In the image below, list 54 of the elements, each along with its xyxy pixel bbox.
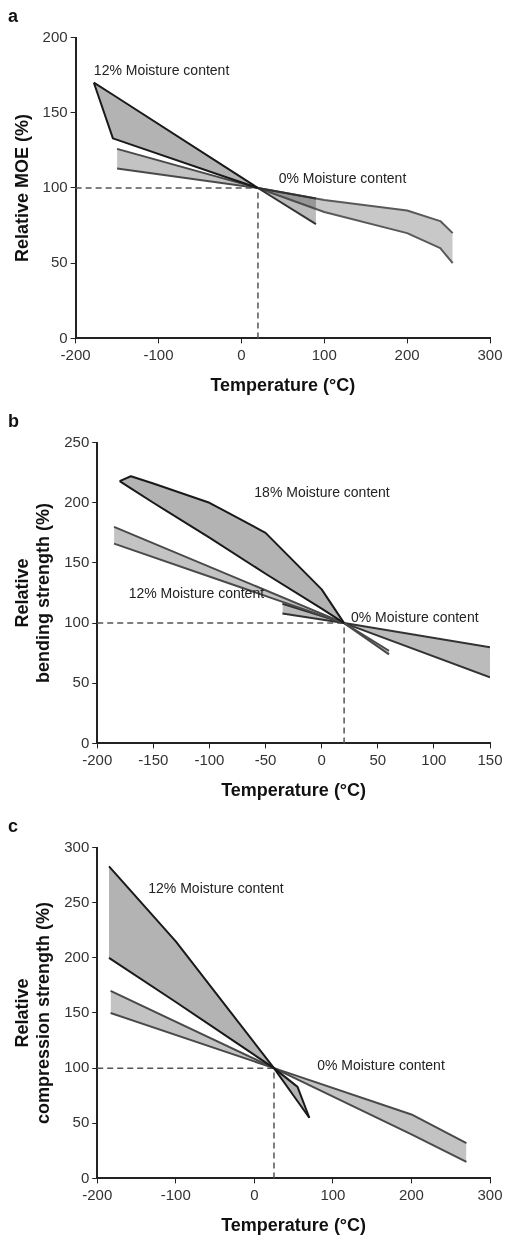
x-tick-label: 0 xyxy=(317,750,326,768)
x-axis-title: Temperature (°C) xyxy=(210,375,356,396)
x-axis-title: Temperature (°C) xyxy=(221,1215,367,1236)
chart-title: b xyxy=(8,410,19,431)
x-tick-label: 200 xyxy=(398,1185,424,1203)
y-tick-label: 100 xyxy=(42,178,68,196)
y-tick-label: 150 xyxy=(64,1003,90,1021)
chart-title: c xyxy=(8,815,19,836)
x-tick-label: 200 xyxy=(394,345,420,363)
x-tick-label: 50 xyxy=(369,750,387,768)
x-tick-label: 100 xyxy=(320,1185,346,1203)
chart-title: a xyxy=(8,5,19,26)
x-tick-label: 0 xyxy=(237,345,246,363)
y-tick-label: 100 xyxy=(64,613,90,631)
annotation: 12% Moisture content xyxy=(148,880,284,897)
y-tick-label: 0 xyxy=(59,328,68,346)
y-tick-label: 0 xyxy=(80,1168,90,1186)
y-tick-label: 50 xyxy=(72,673,90,691)
x-tick-label: 100 xyxy=(311,345,337,363)
annotation: 12% Moisture content xyxy=(128,585,265,602)
x-tick-label: -50 xyxy=(254,750,277,768)
x-axis-title: Temperature (°C) xyxy=(221,780,367,801)
y-tick-label: 250 xyxy=(64,432,90,450)
x-tick-label: 300 xyxy=(477,345,503,363)
y-tick-label: 150 xyxy=(64,553,90,571)
x-tick-label: 300 xyxy=(477,1185,503,1203)
x-tick-label: 100 xyxy=(421,750,447,768)
x-tick-label: -150 xyxy=(138,750,169,768)
x-tick-label: 150 xyxy=(477,750,503,768)
y-tick-label: 150 xyxy=(42,102,68,120)
x-tick-label: -100 xyxy=(194,750,225,768)
x-tick-label: -200 xyxy=(82,1185,113,1203)
y-tick-label: 200 xyxy=(42,27,68,45)
annotation: 18% Moisture content xyxy=(254,483,390,500)
x-tick-label: -200 xyxy=(82,750,113,768)
x-tick-label: -200 xyxy=(60,345,91,363)
y-tick-label: 50 xyxy=(50,253,68,271)
y-axis-title: Relative compression strength (%) xyxy=(11,901,54,1125)
y-axis-title: Relative bending strength (%) xyxy=(11,503,54,683)
y-tick-label: 0 xyxy=(80,733,90,751)
x-tick-label: -100 xyxy=(143,345,174,363)
x-tick-label: -100 xyxy=(160,1185,191,1203)
annotation: 0% Moisture content xyxy=(278,169,407,186)
y-tick-label: 100 xyxy=(64,1058,90,1076)
y-tick-label: 200 xyxy=(64,948,90,966)
annotation: 0% Moisture content xyxy=(317,1056,445,1073)
annotation: 0% Moisture content xyxy=(350,609,479,626)
y-tick-label: 50 xyxy=(72,1113,90,1131)
x-tick-label: 0 xyxy=(250,1185,259,1203)
annotation: 12% Moisture content xyxy=(93,61,230,78)
y-axis-title: Relative MOE (%) xyxy=(11,113,32,263)
y-tick-label: 200 xyxy=(64,492,90,510)
y-tick-label: 250 xyxy=(64,892,90,910)
y-tick-label: 300 xyxy=(64,837,90,855)
